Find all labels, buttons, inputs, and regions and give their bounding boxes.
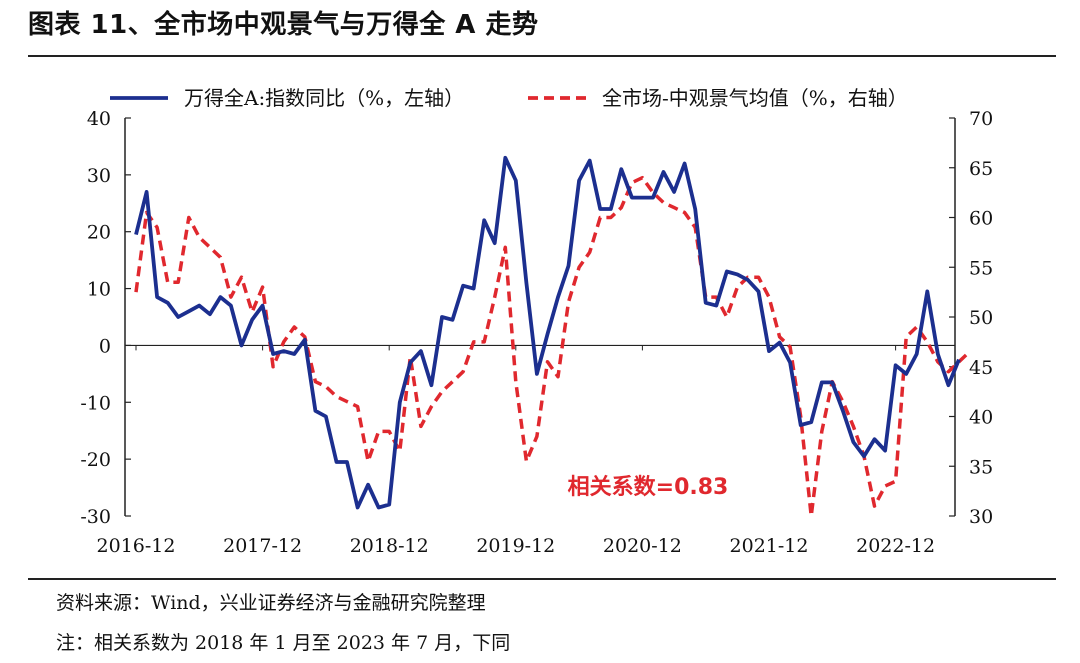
x-axis-tick-label: 2022-12 (856, 535, 935, 557)
right-axis-tick-label: 45 (969, 357, 993, 379)
x-axis-tick-label: 2017-12 (223, 535, 302, 557)
left-axis-tick-label: -20 (80, 449, 111, 471)
right-axis-tick-label: 65 (969, 158, 993, 180)
left-axis-tick-label: 40 (87, 108, 111, 130)
x-axis-tick-label: 2016-12 (97, 535, 176, 557)
left-axis-tick-label: -10 (80, 392, 111, 414)
line-chart: 40 30 20 10 0 -10 -20 -30 70 65 60 55 50 45 40 35 30 2016… (80, 86, 993, 557)
footer-divider (28, 578, 1056, 580)
left-axis-tick-label: 20 (87, 222, 111, 244)
x-axis-tick-label: 2021-12 (730, 535, 809, 557)
right-axis-tick-label: 70 (969, 108, 993, 130)
footnote: 注：相关系数为 2018 年 1 月至 2023 年 7 月，下同 (56, 632, 511, 654)
right-axis-tick-label: 40 (969, 407, 993, 429)
right-axis-tick-label: 30 (969, 506, 993, 528)
title-divider (28, 55, 1056, 57)
source-note: 资料来源：Wind，兴业证券经济与金融研究院整理 (56, 592, 486, 614)
left-axis-tick-label: 10 (87, 279, 111, 301)
series-line-left (134, 155, 961, 510)
left-axis-tick-label: -30 (80, 506, 111, 528)
right-axis-tick-label: 50 (969, 307, 993, 329)
x-axis-tick-label: 2019-12 (476, 535, 555, 557)
right-axis-tick-label: 55 (969, 257, 993, 279)
left-axis-tick-label: 0 (99, 335, 111, 357)
legend: 万得全A:指数同比（%，左轴） 全市场-中观景气均值（%，右轴） (110, 86, 908, 110)
series-layer (134, 155, 971, 518)
legend-item-left-label: 万得全A:指数同比（%，左轴） (184, 86, 464, 110)
left-axis-tick-label: 30 (87, 165, 111, 187)
x-axis-tick-label: 2018-12 (350, 535, 429, 557)
chart-axes: 40 30 20 10 0 -10 -20 -30 70 65 60 55 50 45 40 35 30 2016… (80, 108, 993, 557)
right-axis-tick-label: 60 (969, 208, 993, 230)
series-line-right (134, 175, 971, 518)
right-axis-tick-label: 35 (969, 456, 993, 478)
legend-item-right-label: 全市场-中观景气均值（%，右轴） (602, 86, 908, 110)
x-axis-tick-label: 2020-12 (603, 535, 682, 557)
chart-title: 图表 11、全市场中观景气与万得全 A 走势 (28, 10, 539, 40)
correlation-annotation: 相关系数=0.83 (568, 474, 729, 500)
